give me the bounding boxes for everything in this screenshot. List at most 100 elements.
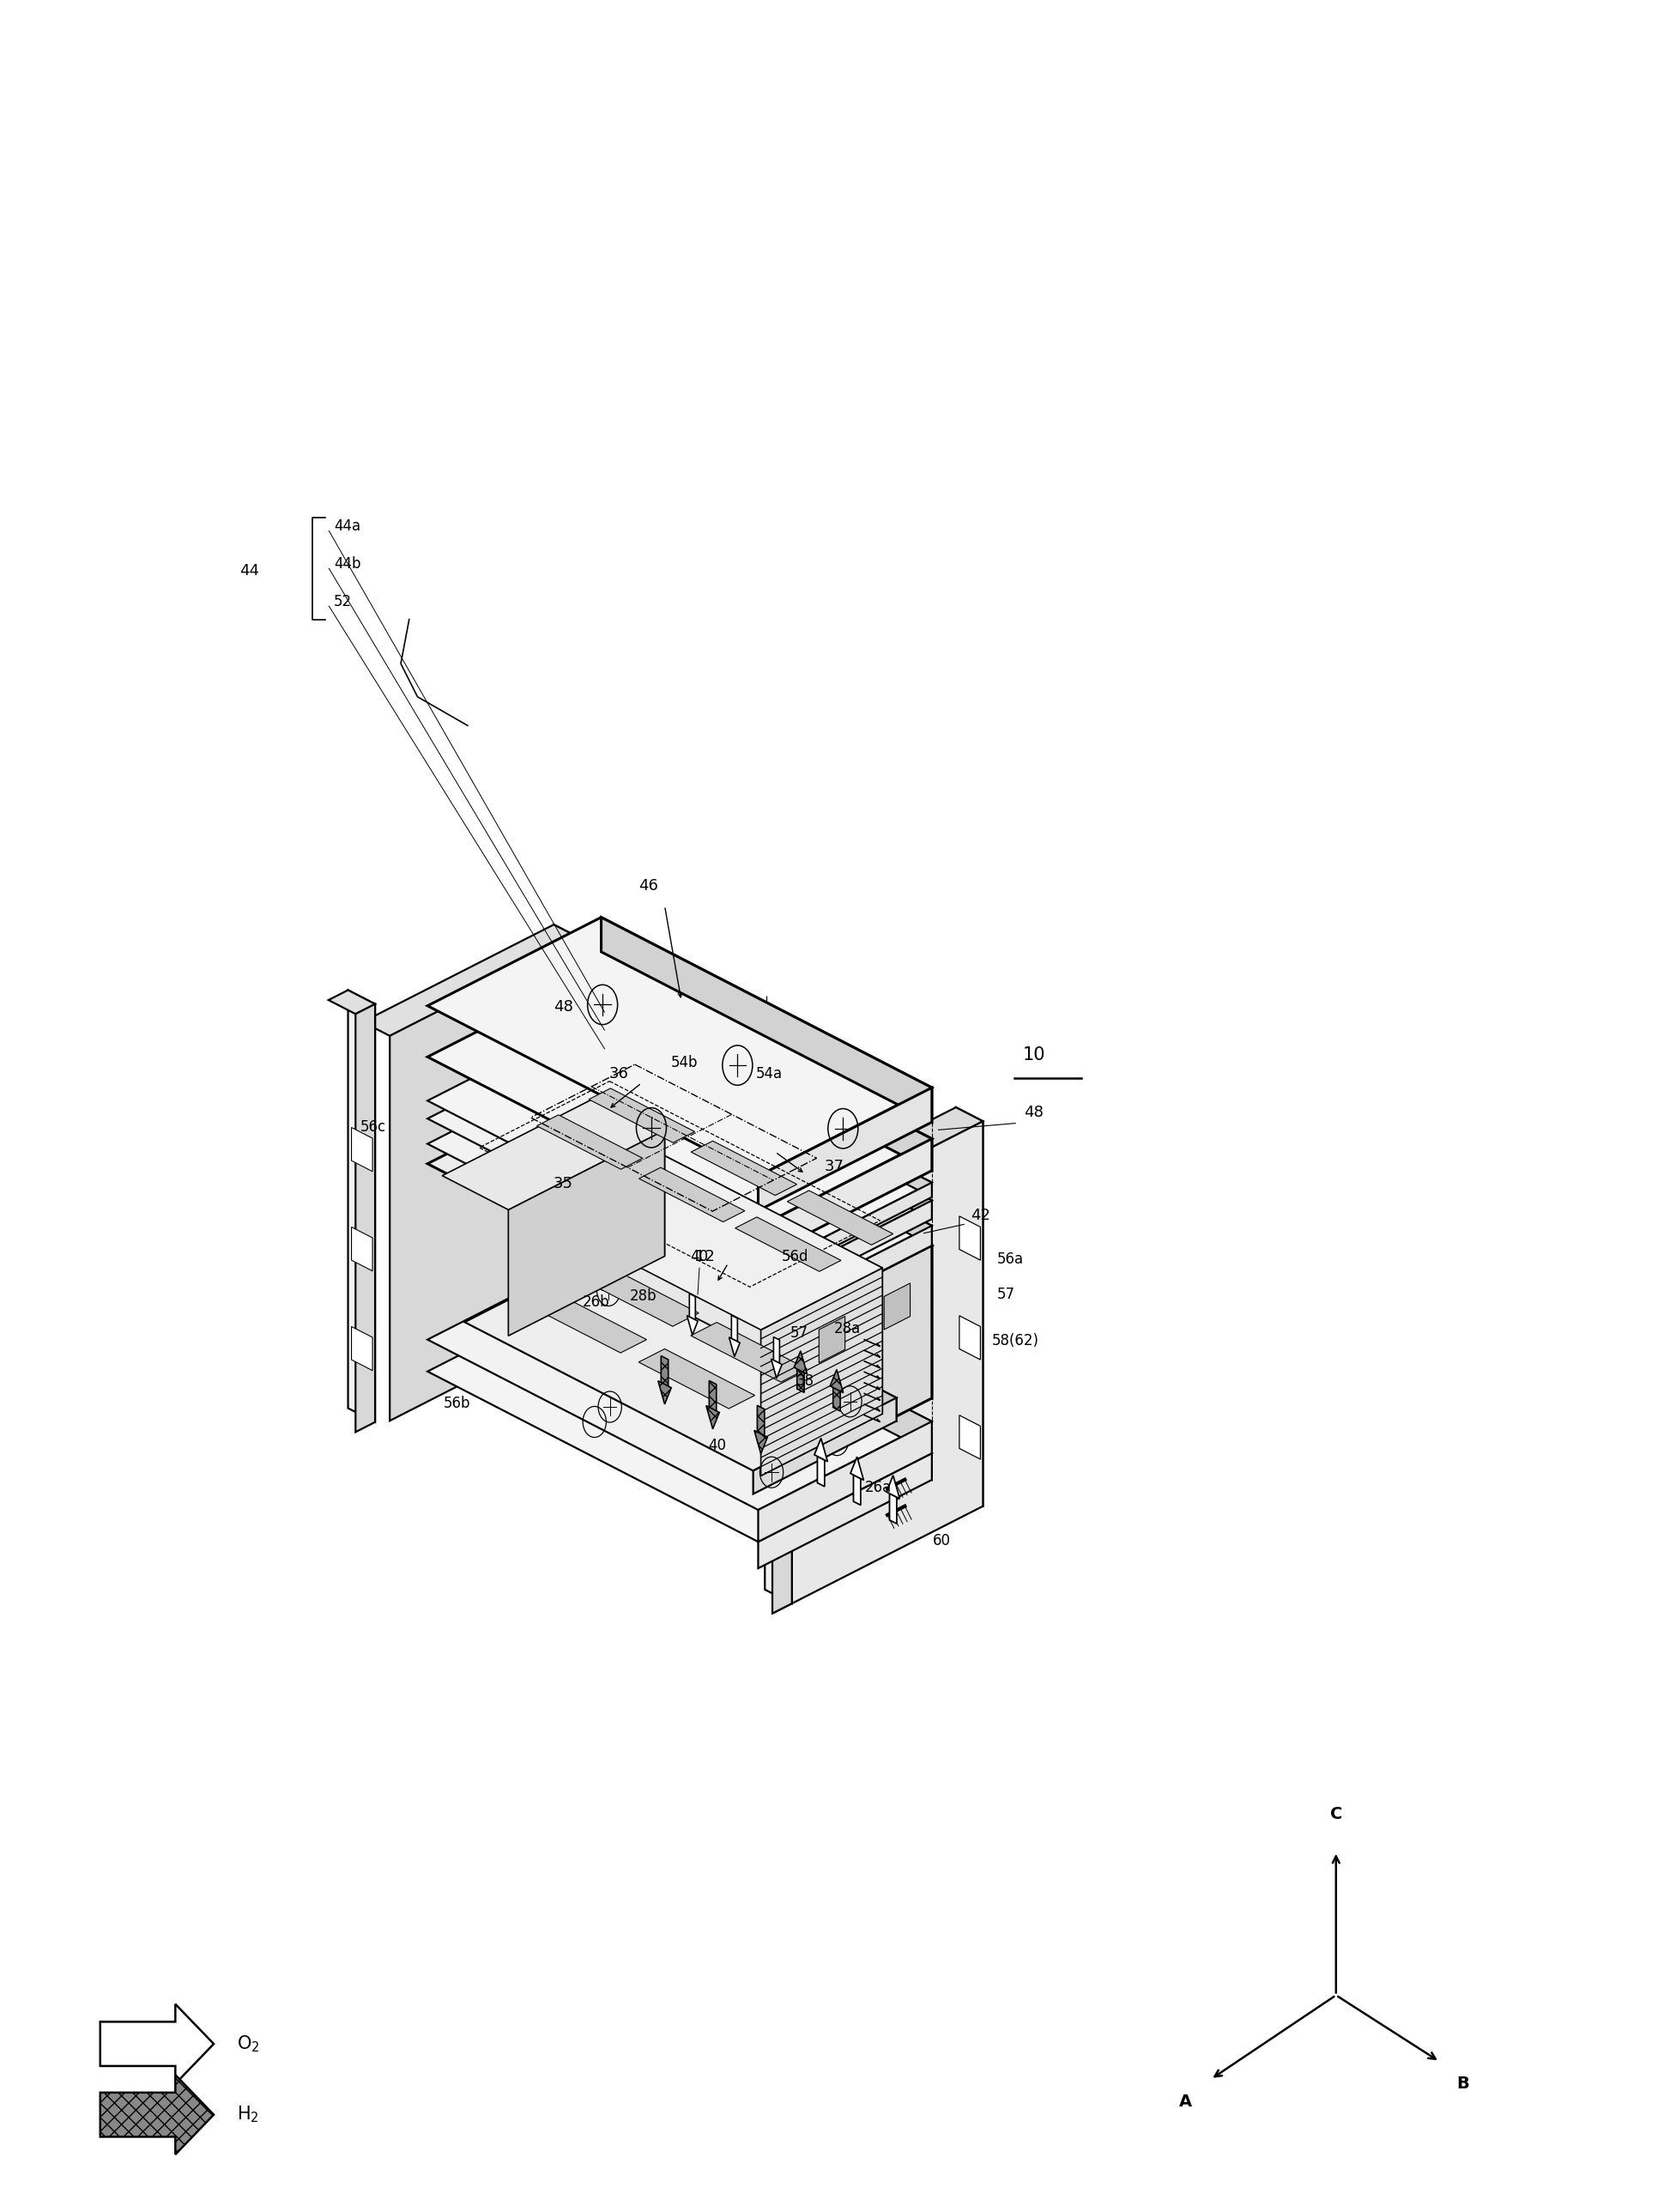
Polygon shape [464, 1250, 897, 1471]
Polygon shape [428, 1055, 932, 1314]
Text: 42: 42 [970, 1208, 990, 1223]
Polygon shape [706, 1405, 720, 1429]
Polygon shape [608, 1250, 897, 1420]
Polygon shape [959, 1416, 980, 1460]
Polygon shape [793, 1352, 807, 1374]
Text: 57: 57 [997, 1287, 1015, 1303]
Polygon shape [601, 1075, 932, 1398]
Polygon shape [491, 1128, 882, 1329]
Polygon shape [883, 1283, 910, 1329]
Text: 40: 40 [708, 1438, 726, 1453]
Polygon shape [329, 991, 376, 1013]
Polygon shape [757, 1405, 765, 1436]
Polygon shape [773, 1126, 792, 1613]
Polygon shape [833, 1387, 840, 1411]
Text: 52: 52 [334, 595, 352, 611]
Text: A: A [1179, 2093, 1192, 2110]
Polygon shape [351, 1327, 372, 1371]
Polygon shape [762, 1267, 882, 1475]
Polygon shape [768, 1389, 790, 1433]
Text: 44: 44 [239, 564, 259, 580]
Polygon shape [748, 1108, 984, 1228]
Polygon shape [731, 1316, 738, 1340]
Polygon shape [601, 1031, 932, 1219]
Polygon shape [730, 1338, 740, 1356]
Polygon shape [601, 1283, 932, 1480]
Text: O$_2$: O$_2$ [237, 2033, 261, 2055]
Polygon shape [601, 1055, 932, 1245]
Text: 56d: 56d [782, 1250, 808, 1265]
Polygon shape [758, 1088, 932, 1210]
Polygon shape [638, 1349, 755, 1409]
Polygon shape [765, 1113, 792, 1604]
Polygon shape [758, 1201, 932, 1307]
Polygon shape [772, 1358, 782, 1378]
Text: H$_2$: H$_2$ [237, 2104, 259, 2126]
Polygon shape [558, 1060, 578, 1097]
Text: 48: 48 [1024, 1104, 1044, 1119]
Text: 44a: 44a [334, 520, 361, 535]
Polygon shape [753, 1398, 897, 1493]
Polygon shape [768, 1495, 790, 1540]
Text: 56c: 56c [361, 1119, 386, 1135]
Polygon shape [745, 1113, 792, 1135]
Polygon shape [558, 1245, 578, 1283]
Polygon shape [955, 1108, 984, 1506]
Polygon shape [536, 1115, 643, 1170]
Polygon shape [758, 1139, 932, 1259]
Polygon shape [611, 1128, 882, 1413]
Text: 35: 35 [553, 1177, 573, 1192]
Polygon shape [601, 969, 932, 1170]
Polygon shape [887, 1475, 900, 1500]
Polygon shape [100, 2004, 214, 2084]
Text: 28a: 28a [833, 1321, 860, 1336]
Polygon shape [362, 925, 581, 1035]
Polygon shape [640, 1168, 745, 1221]
Text: 28b: 28b [630, 1287, 656, 1303]
Polygon shape [755, 1431, 768, 1453]
Polygon shape [773, 1336, 780, 1363]
Polygon shape [356, 1004, 376, 1431]
Polygon shape [428, 1013, 932, 1272]
Polygon shape [601, 1013, 932, 1197]
Text: 40: 40 [690, 1250, 708, 1265]
Polygon shape [428, 1031, 932, 1290]
Polygon shape [758, 1422, 932, 1542]
Polygon shape [758, 1245, 932, 1486]
Text: 58(62): 58(62) [992, 1334, 1039, 1349]
Polygon shape [890, 1493, 897, 1524]
Text: 38: 38 [797, 1374, 815, 1389]
Text: 60: 60 [932, 1533, 950, 1548]
Text: 56b: 56b [443, 1396, 469, 1411]
Polygon shape [428, 1252, 932, 1511]
Polygon shape [508, 1130, 665, 1336]
Polygon shape [775, 1121, 984, 1613]
Polygon shape [598, 1097, 665, 1256]
Polygon shape [815, 1438, 828, 1462]
Polygon shape [531, 1294, 646, 1354]
Polygon shape [428, 918, 932, 1177]
Text: 36: 36 [610, 1066, 630, 1082]
Polygon shape [818, 1316, 845, 1363]
Text: 48: 48 [554, 1000, 573, 1015]
Polygon shape [768, 1283, 790, 1327]
Polygon shape [787, 1190, 893, 1245]
Text: 26b: 26b [583, 1294, 610, 1310]
Polygon shape [691, 1141, 797, 1194]
Text: C: C [1329, 1807, 1343, 1823]
Polygon shape [758, 1225, 932, 1334]
Polygon shape [590, 1088, 695, 1144]
Polygon shape [797, 1369, 805, 1394]
Polygon shape [583, 1267, 698, 1327]
Polygon shape [661, 1356, 668, 1387]
Polygon shape [351, 1128, 372, 1172]
Text: 10: 10 [1022, 1046, 1045, 1064]
Polygon shape [690, 1294, 695, 1321]
Polygon shape [758, 1183, 932, 1285]
Text: 54b: 54b [671, 1055, 698, 1071]
Polygon shape [443, 1097, 665, 1210]
Polygon shape [959, 1217, 980, 1261]
Text: 37: 37 [825, 1159, 845, 1175]
Polygon shape [100, 2075, 214, 2154]
Polygon shape [658, 1380, 671, 1405]
